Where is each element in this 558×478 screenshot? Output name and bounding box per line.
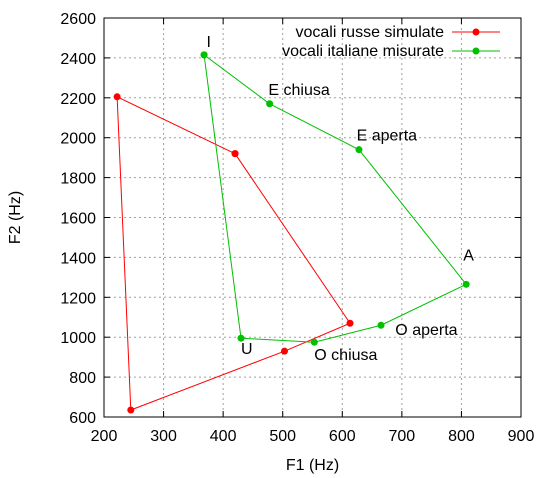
y-tick-label: 2600 (60, 11, 96, 28)
data-point (310, 338, 318, 346)
vowel-label: E aperta (357, 128, 418, 145)
data-point (266, 100, 274, 108)
x-tick-label: 200 (91, 428, 118, 445)
series-2 (200, 51, 470, 346)
grid (104, 18, 521, 417)
y-tick-label: 2200 (60, 91, 96, 108)
vowel-label: I (206, 34, 210, 51)
y-axis-label: F2 (Hz) (7, 191, 24, 244)
x-axis-label: F1 (Hz) (286, 457, 339, 474)
legend-label: vocali italiane misurate (282, 43, 444, 60)
y-tick-label: 1400 (60, 250, 96, 267)
x-tick-label: 300 (150, 428, 177, 445)
x-tick-label: 600 (329, 428, 356, 445)
y-tick-label: 1600 (60, 211, 96, 228)
data-point (346, 319, 354, 327)
plot-area-frame (103, 17, 522, 418)
legend: vocali russe simulate vocali italiane mis… (282, 24, 500, 60)
vowel-label: E chiusa (268, 82, 329, 99)
data-point (200, 51, 208, 59)
annotations: I E chiusa E aperta A O aperta O chiusa U (206, 34, 474, 364)
series-1 (113, 93, 354, 414)
x-tick-label: 800 (448, 428, 475, 445)
vowel-label: A (463, 247, 474, 264)
series-line (116, 95, 351, 411)
data-point (113, 93, 121, 101)
y-tick-label: 2400 (60, 51, 96, 68)
data-point (462, 280, 470, 288)
x-tick-label: 500 (269, 428, 296, 445)
data-point (127, 406, 135, 414)
data-point (355, 146, 363, 154)
data-point (237, 334, 245, 342)
series-line (203, 54, 467, 343)
vowel-label: O aperta (395, 322, 457, 339)
data-point (377, 321, 385, 329)
legend-swatch-point (472, 28, 480, 36)
data-point (231, 150, 239, 158)
y-tick-label: 1800 (60, 171, 96, 188)
y-tick-label: 1200 (60, 290, 96, 307)
data-point (281, 347, 289, 355)
y-tick-label: 600 (69, 410, 96, 427)
x-tick-label: 400 (210, 428, 237, 445)
y-tick-label: 800 (69, 370, 96, 387)
x-tick-label: 700 (389, 428, 416, 445)
y-tick-label: 2000 (60, 131, 96, 148)
vowel-label: U (241, 341, 253, 358)
legend-label: vocali russe simulate (296, 24, 445, 41)
axis-ticks: 200 300 400 500 600 700 800 900 600 800 1000 1200 14… (60, 11, 534, 445)
vowel-label: O chiusa (314, 347, 377, 364)
legend-swatch-point (472, 47, 480, 55)
y-tick-label: 1000 (60, 330, 96, 347)
series-group (113, 51, 470, 414)
x-tick-label: 900 (508, 428, 535, 445)
